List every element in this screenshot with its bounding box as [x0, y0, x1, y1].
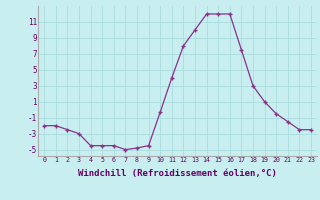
X-axis label: Windchill (Refroidissement éolien,°C): Windchill (Refroidissement éolien,°C) — [78, 169, 277, 178]
